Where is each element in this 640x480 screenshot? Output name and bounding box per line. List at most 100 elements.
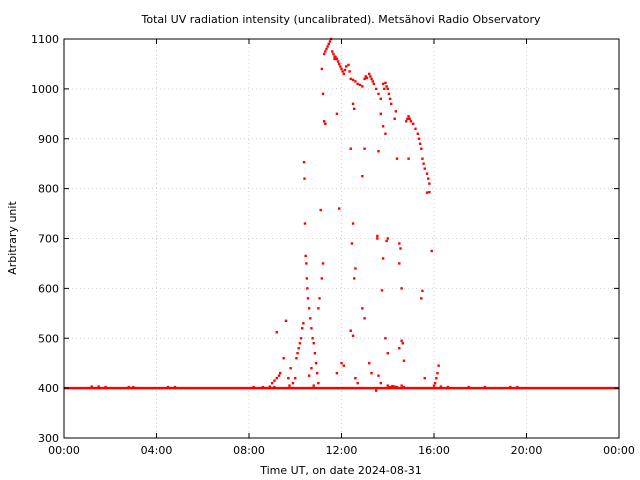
data-point xyxy=(421,157,424,160)
data-point xyxy=(349,77,352,81)
data-point xyxy=(275,376,278,380)
data-point xyxy=(390,102,393,106)
data-point xyxy=(374,87,378,91)
data-point xyxy=(428,190,431,194)
data-point xyxy=(370,77,373,81)
data-point xyxy=(400,339,403,342)
data-point xyxy=(318,297,321,300)
data-point xyxy=(398,347,401,350)
data-point xyxy=(377,92,380,96)
data-point xyxy=(381,82,385,86)
data-points xyxy=(90,37,519,392)
data-point xyxy=(439,385,443,388)
data-point xyxy=(387,92,391,96)
data-point xyxy=(380,289,384,292)
data-point xyxy=(349,147,352,150)
data-point xyxy=(296,352,299,355)
y-tick-label: 500 xyxy=(38,332,59,345)
data-point xyxy=(388,385,392,389)
data-point xyxy=(386,352,389,355)
data-point xyxy=(408,117,411,120)
data-point xyxy=(381,257,385,260)
data-point xyxy=(350,242,354,245)
data-point xyxy=(432,384,436,387)
data-point xyxy=(354,267,357,270)
data-point xyxy=(420,297,423,300)
data-point xyxy=(422,162,425,165)
data-point xyxy=(347,63,350,67)
data-point xyxy=(343,68,347,72)
data-point xyxy=(384,132,387,135)
data-point xyxy=(340,361,343,365)
data-point xyxy=(406,117,409,120)
data-point xyxy=(420,147,423,150)
data-point xyxy=(90,385,93,388)
data-point xyxy=(334,56,337,59)
data-point xyxy=(317,307,320,310)
data-point xyxy=(302,160,306,164)
data-point xyxy=(348,70,351,73)
x-tick-label: 16:00 xyxy=(418,444,450,457)
data-point xyxy=(337,207,341,210)
data-point xyxy=(354,80,357,83)
data-point xyxy=(395,157,399,160)
data-point xyxy=(340,67,343,71)
y-tick-label: 800 xyxy=(38,183,59,196)
data-point xyxy=(97,385,100,388)
y-tick-label: 400 xyxy=(38,382,59,395)
data-point xyxy=(416,132,420,135)
data-point xyxy=(385,85,388,88)
data-point xyxy=(104,385,107,389)
data-point xyxy=(372,82,376,86)
data-point xyxy=(319,208,322,212)
data-point xyxy=(351,102,355,106)
data-point xyxy=(351,222,355,225)
data-point xyxy=(324,122,327,125)
x-tick-label: 20:00 xyxy=(511,444,543,457)
data-point xyxy=(320,277,324,280)
data-point xyxy=(342,364,346,367)
data-point xyxy=(335,57,339,61)
data-point xyxy=(425,172,429,175)
data-point xyxy=(368,72,371,76)
y-tick-label: 300 xyxy=(38,432,59,445)
grid-lines xyxy=(64,39,619,438)
data-point xyxy=(344,65,348,68)
data-point xyxy=(304,254,307,258)
data-point xyxy=(407,157,410,160)
data-point xyxy=(305,262,308,265)
data-point xyxy=(401,342,404,345)
data-point xyxy=(383,87,386,91)
data-point xyxy=(427,177,430,180)
data-point xyxy=(335,112,339,116)
data-point xyxy=(317,381,320,385)
data-point xyxy=(349,329,352,332)
data-point xyxy=(298,342,302,345)
data-point xyxy=(273,379,276,382)
data-point xyxy=(313,352,317,355)
data-point xyxy=(341,70,344,73)
data-point xyxy=(282,357,285,360)
data-point xyxy=(306,297,310,300)
data-point xyxy=(305,277,309,280)
data-point xyxy=(399,247,402,250)
data-point xyxy=(400,384,403,387)
data-point xyxy=(270,381,274,385)
data-point xyxy=(398,242,401,245)
data-point xyxy=(414,127,417,130)
data-point xyxy=(363,77,366,81)
data-point xyxy=(303,177,306,180)
data-point xyxy=(127,385,130,389)
data-point xyxy=(327,42,330,46)
data-point xyxy=(354,376,357,380)
data-point xyxy=(132,385,135,389)
data-point xyxy=(309,317,312,320)
data-point xyxy=(483,385,487,389)
data-point xyxy=(384,81,387,85)
data-point xyxy=(437,364,440,367)
data-point xyxy=(166,385,170,389)
data-point xyxy=(358,83,362,87)
plot-frame xyxy=(63,38,620,439)
data-point xyxy=(384,337,387,340)
data-point xyxy=(277,374,281,377)
